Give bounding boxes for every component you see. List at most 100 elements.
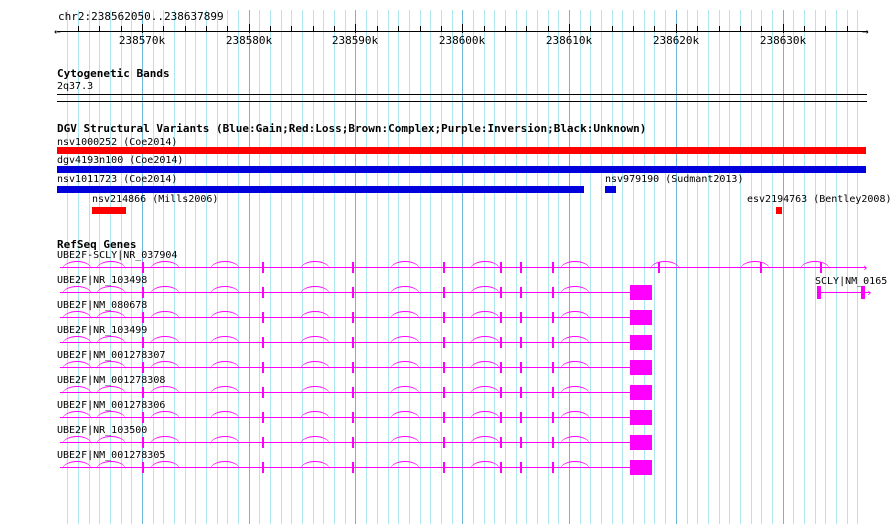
gene-exon (443, 462, 445, 473)
gene-intron-wave (560, 261, 590, 270)
gene-intron-line (60, 467, 642, 468)
variant-label-nsv1000252[interactable]: nsv1000252 (Coe2014) (57, 137, 178, 148)
ruler-tick-minor (291, 26, 292, 32)
variant-bar-esv2194763[interactable] (776, 207, 782, 214)
gene-label[interactable]: UBE2F|NM_080678 (57, 300, 148, 311)
gene-exon-block (630, 310, 652, 325)
ruler-tick-minor (654, 26, 655, 32)
ruler-tick-minor (719, 26, 720, 32)
ruler-right-arrow-icon[interactable]: → (862, 25, 869, 38)
ruler-tick-minor (227, 26, 228, 32)
gene-exon (142, 462, 144, 473)
cytoband-bar[interactable] (57, 94, 867, 95)
variant-label-nsv979190[interactable]: nsv979190 (Sudmant2013) (605, 174, 744, 185)
gene-exon-block (630, 335, 652, 350)
gene-exon (262, 262, 264, 273)
gene-exon (262, 462, 264, 473)
gene-exon (142, 312, 144, 323)
gene-intron-wave (62, 386, 92, 395)
gene-exon (262, 437, 264, 448)
section-title-refseq-genes: RefSeq Genes (57, 238, 137, 251)
gene-label[interactable]: UBE2F|NM_001278307 (57, 350, 166, 361)
gene-intron-wave (150, 261, 180, 270)
gene-exon-block (630, 460, 652, 475)
ruler-tick-label: 238620k (652, 34, 700, 47)
gene-exon (352, 462, 354, 473)
gene-intron-wave (210, 461, 240, 470)
gene-intron-wave (96, 361, 126, 370)
gene-exon (443, 337, 445, 348)
ruler-left-arrow-icon[interactable]: ← (54, 25, 61, 38)
ruler-tick-minor (313, 26, 314, 32)
gene-intron-wave (96, 286, 126, 295)
gene-intron-wave (62, 311, 92, 320)
ruler-tick-minor (121, 26, 122, 32)
gene-intron-wave (560, 386, 590, 395)
variant-label-nsv214866[interactable]: nsv214866 (Mills2006) (92, 194, 219, 205)
gene-label[interactable]: UBE2F|NM_001278306 (57, 400, 166, 411)
gene-exon (520, 312, 522, 323)
gene-exon (500, 287, 502, 298)
ruler-tick-minor (804, 26, 805, 32)
gene-exon (552, 437, 554, 448)
variant-bar-nsv214866[interactable] (92, 207, 126, 214)
gene-intron-line (60, 292, 642, 293)
gene-label[interactable]: UBE2F|NR_103500 (57, 425, 148, 436)
gene-exon (352, 412, 354, 423)
gene-intron-wave (210, 386, 240, 395)
variant-bar-dgv4193n100[interactable] (57, 166, 866, 173)
gene-exon (552, 387, 554, 398)
gene-label[interactable]: UBE2F|NR_103499 (57, 325, 148, 336)
gene-intron-wave (96, 436, 126, 445)
gene-intron-wave (390, 336, 420, 345)
gene-intron-wave (560, 336, 590, 345)
gene-label[interactable]: UBE2F|NM_001278305 (57, 450, 166, 461)
gene-intron-wave (740, 261, 770, 270)
gene-exon (352, 387, 354, 398)
ruler-tick-major (783, 24, 784, 33)
gene-exon (500, 462, 502, 473)
gene-exon (500, 362, 502, 373)
variant-bar-nsv979190[interactable] (605, 186, 616, 193)
section-title-cytogenetic-bands: Cytogenetic Bands (57, 67, 170, 80)
gene-exon (142, 337, 144, 348)
gene-exon (552, 312, 554, 323)
variant-bar-nsv1011723[interactable] (57, 186, 584, 193)
ruler-tick-minor (398, 26, 399, 32)
gene-label[interactable]: UBE2F|NM_001278308 (57, 375, 166, 386)
ruler-tick-major (676, 24, 677, 33)
gene-exon (142, 287, 144, 298)
gene-intron-wave (62, 436, 92, 445)
gene-intron-wave (470, 461, 500, 470)
ruler-tick-minor (441, 26, 442, 32)
ruler-tick-minor (377, 26, 378, 32)
gene-exon (352, 287, 354, 298)
variant-label-nsv1011723[interactable]: nsv1011723 (Coe2014) (57, 174, 178, 185)
gene-intron-wave (470, 336, 500, 345)
gene-exon (520, 362, 522, 373)
gene-label[interactable]: UBE2F-SCLY|NR_037904 (57, 250, 178, 261)
gene-exon (352, 312, 354, 323)
gene-exon (262, 412, 264, 423)
gene-exon (500, 412, 502, 423)
variant-bar-nsv1000252[interactable] (57, 147, 866, 154)
ruler-tick-minor (420, 26, 421, 32)
ruler-tick-label: 238630k (759, 34, 807, 47)
gene-intron-wave (390, 311, 420, 320)
gene-exon (500, 387, 502, 398)
gene-intron-wave (150, 311, 180, 320)
variant-label-dgv4193n100[interactable]: dgv4193n100 (Coe2014) (57, 155, 184, 166)
gene-exon (552, 287, 554, 298)
cytoband-label-2q37-3[interactable]: 2q37.3 (57, 81, 94, 92)
gene-label-scly[interactable]: SCLY|NM_0165 (815, 276, 888, 287)
gene-intron-wave (150, 461, 180, 470)
gene-intron-wave (96, 311, 126, 320)
gene-intron-line (60, 417, 642, 418)
gene-label[interactable]: UBE2F|NR_103498 (57, 275, 148, 286)
gene-intron-wave (96, 411, 126, 420)
ruler-tick-major (142, 24, 143, 33)
variant-label-esv2194763[interactable]: esv2194763 (Bentley2008) (747, 194, 890, 205)
ruler-tick-minor (825, 26, 826, 32)
gene-intron-wave (210, 286, 240, 295)
